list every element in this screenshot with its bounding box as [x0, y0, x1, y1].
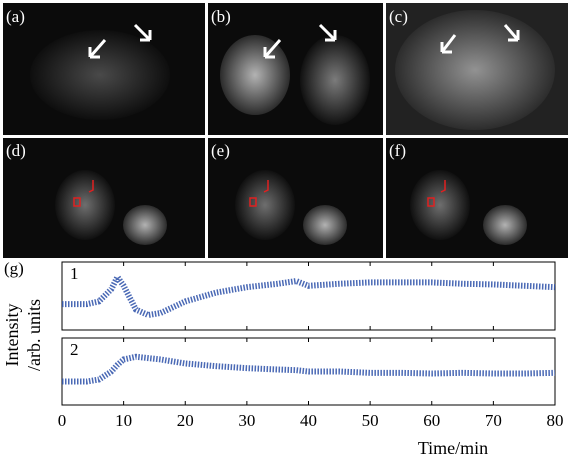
- mri-tissue: [395, 10, 555, 130]
- panel-label: (f): [389, 141, 406, 160]
- mri-tissue: [300, 35, 370, 125]
- y-axis-title: Intensity /arb. units: [2, 299, 44, 371]
- mri-image: [208, 138, 383, 258]
- subplot-label: 1: [70, 264, 79, 283]
- data-line: [62, 353, 556, 385]
- x-tick-label: 30: [238, 411, 255, 430]
- panel-label: (c): [389, 7, 408, 26]
- y-axis-title-line: Intensity: [2, 304, 22, 367]
- x-tick-label: 10: [115, 411, 132, 430]
- panel-label: (g): [4, 259, 24, 278]
- data-line: [62, 271, 556, 319]
- x-tick-label: 70: [485, 411, 502, 430]
- x-tick-label: 20: [177, 411, 194, 430]
- x-tick-label: 80: [547, 411, 564, 430]
- roi-markers: [73, 180, 446, 207]
- plot-frame: [61, 261, 556, 331]
- arrows: [88, 23, 520, 59]
- x-tick-label: 60: [423, 411, 440, 430]
- image-panels: (a) (b) (c) (d) (e) (f): [3, 3, 568, 258]
- x-tick-label: 0: [58, 411, 67, 430]
- mri-tissue: [30, 30, 170, 120]
- panel-label: (a): [6, 7, 25, 26]
- panel-label: (b): [211, 7, 231, 26]
- x-axis-title: Time/min: [418, 438, 488, 458]
- mri-tissue: [220, 35, 290, 115]
- mri-tissues: [55, 170, 527, 245]
- subplot-label: 2: [70, 340, 79, 359]
- panel-label: (d): [6, 141, 26, 160]
- x-tick-label: 40: [300, 411, 317, 430]
- y-axis-title-line: /arb. units: [24, 299, 44, 371]
- x-tick-label: 50: [362, 411, 379, 430]
- panel-label: (e): [211, 141, 230, 160]
